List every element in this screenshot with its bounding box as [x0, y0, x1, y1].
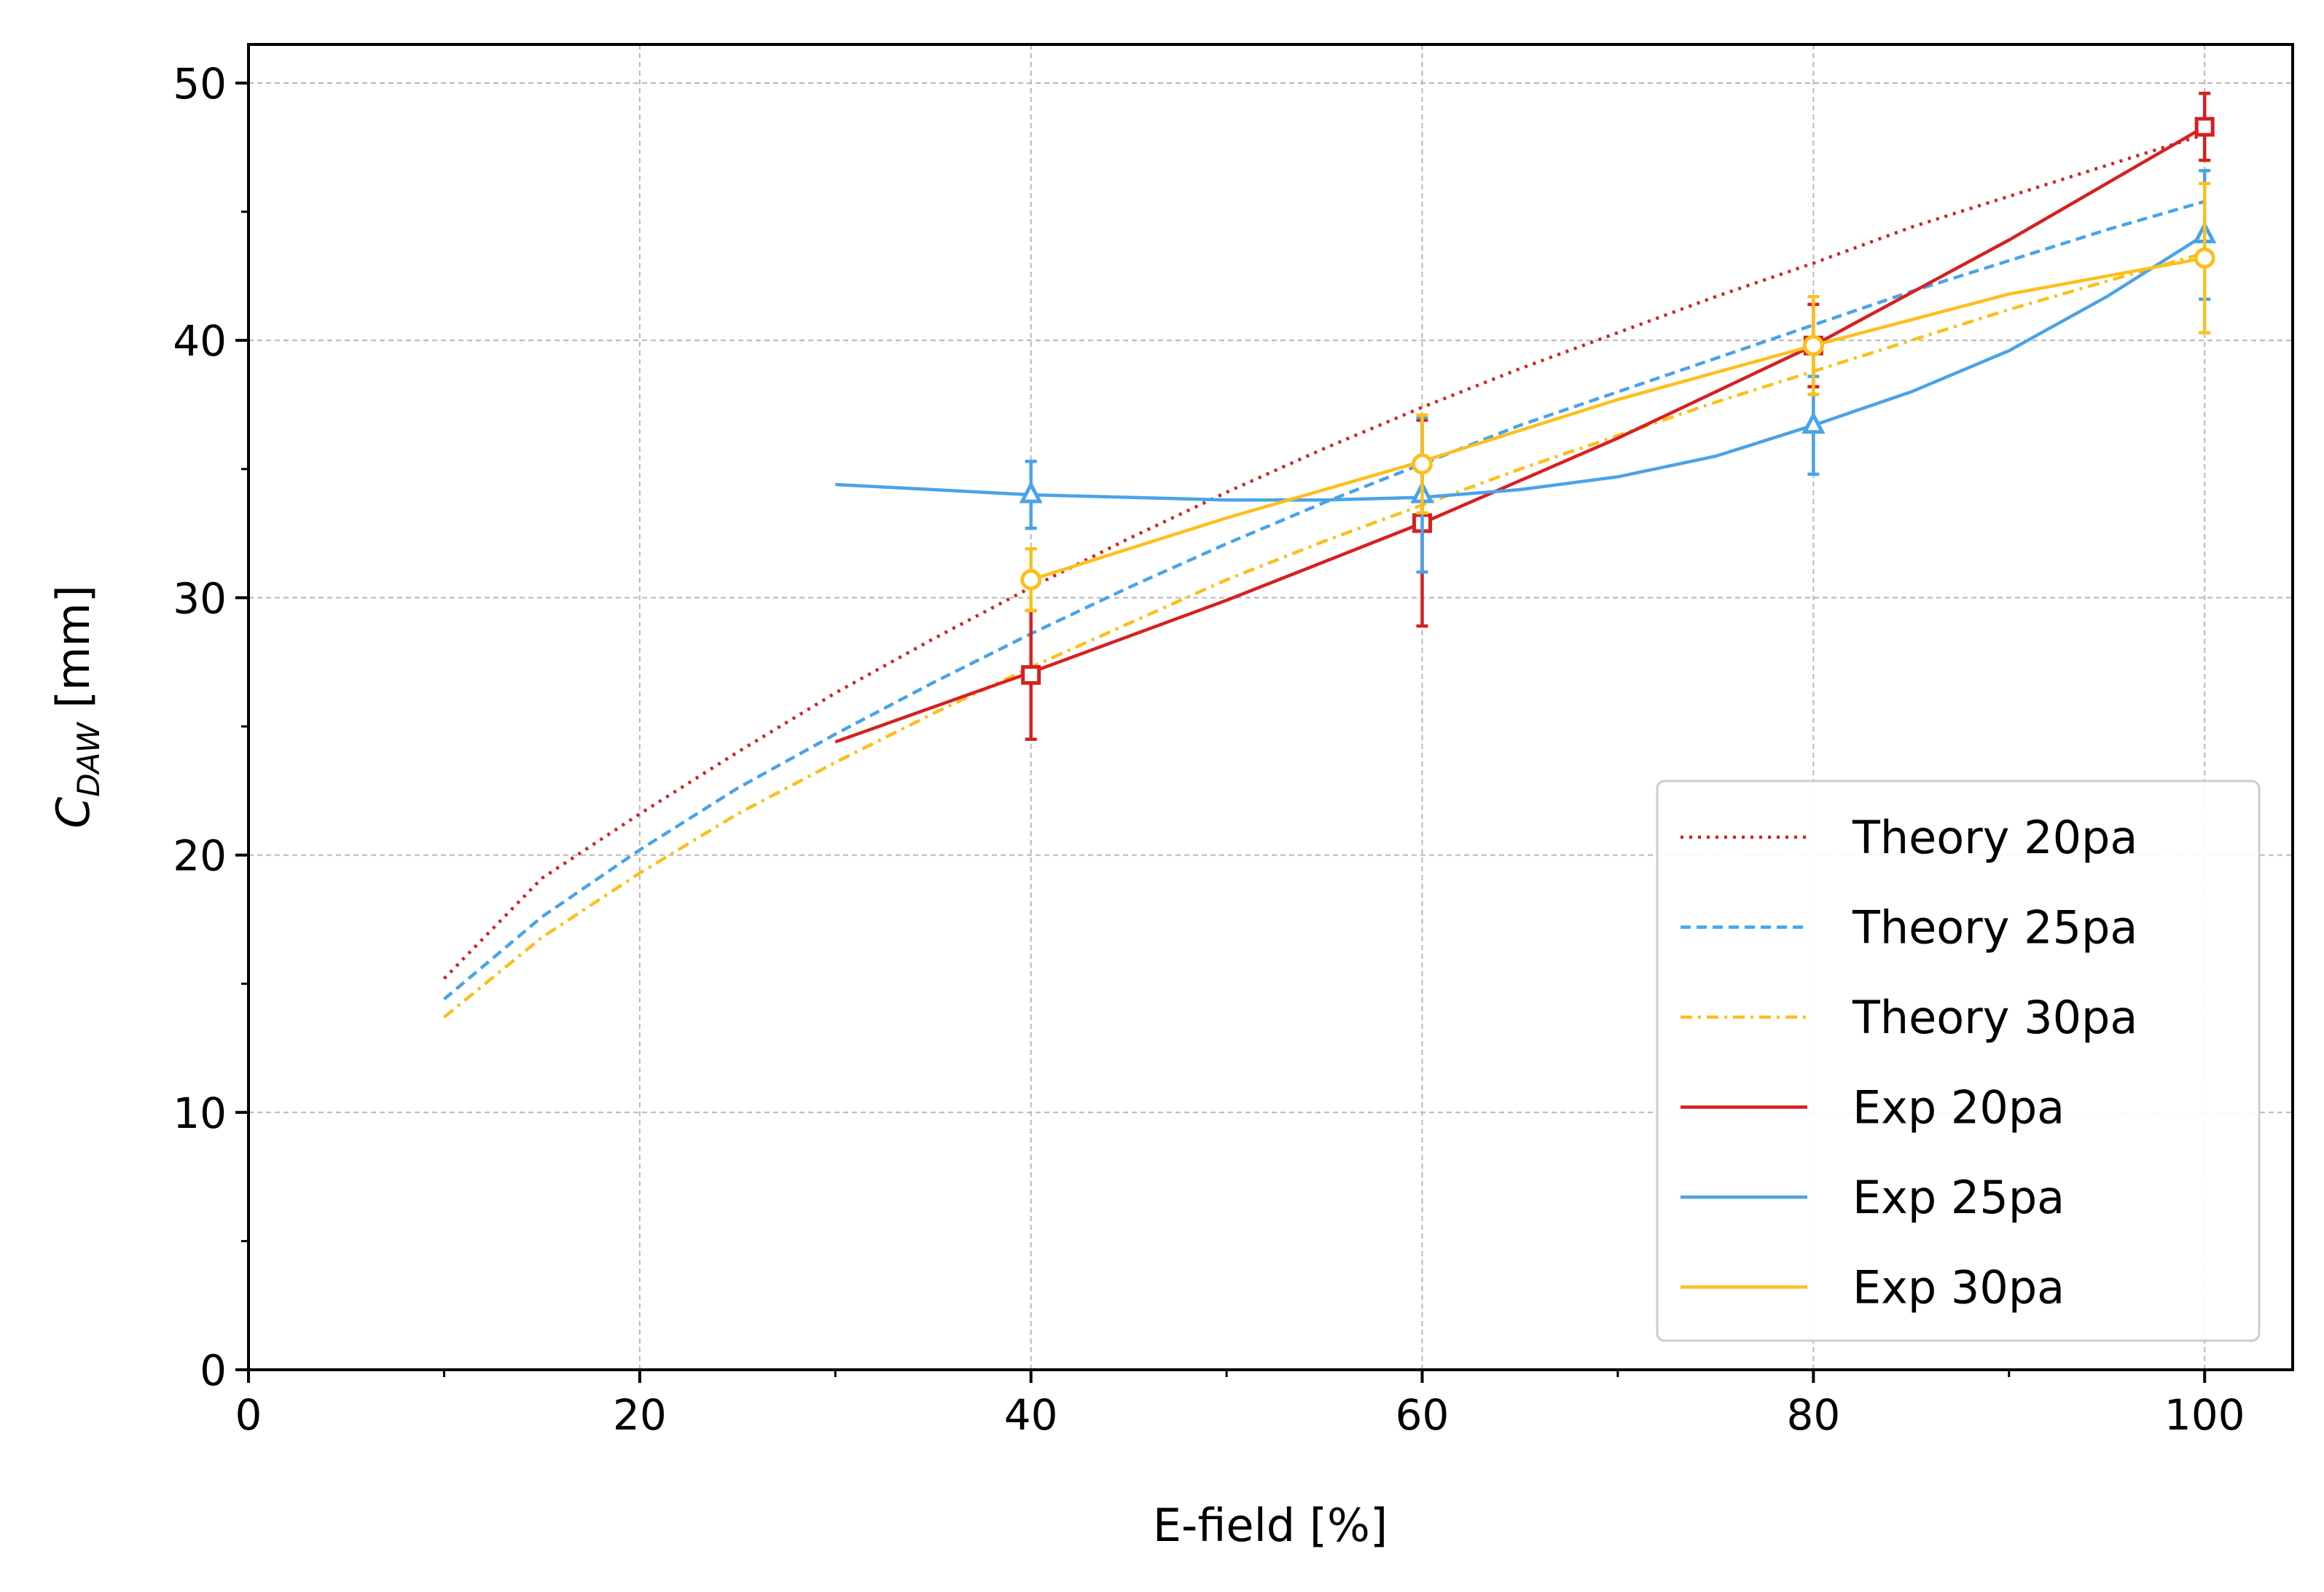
- y-axis-title-subscript: DAW: [71, 721, 106, 796]
- x-tick-label: 40: [1004, 1390, 1058, 1440]
- y-axis-title-unit: [mm]: [47, 585, 100, 723]
- x-tick-label: 60: [1396, 1390, 1449, 1440]
- y-tick-label: 20: [173, 831, 227, 881]
- x-tick-label: 0: [235, 1390, 262, 1440]
- x-tick-label: 20: [613, 1390, 667, 1440]
- legend-label: Theory 30pa: [1852, 991, 2137, 1044]
- data-point-circle: [1020, 569, 1042, 591]
- data-point-triangle: [1801, 411, 1826, 434]
- plot-frame: [247, 43, 2294, 1371]
- data-point-square: [2194, 117, 2215, 137]
- experiment-fit-line: [834, 125, 2206, 744]
- data-point-circle: [1802, 334, 1824, 356]
- x-tick-label: 100: [2164, 1390, 2245, 1440]
- legend-label: Theory 20pa: [1852, 811, 2137, 864]
- legend-label: Exp 30pa: [1852, 1261, 2065, 1314]
- theory-curve: [442, 251, 2205, 1019]
- x-tick-label: 80: [1786, 1390, 1840, 1440]
- y-tick-label: 10: [173, 1089, 227, 1138]
- experiment-fit-line: [835, 233, 2206, 502]
- legend-label: Exp 25pa: [1852, 1171, 2065, 1224]
- y-tick-label: 50: [173, 59, 227, 109]
- theory-curve: [442, 133, 2205, 980]
- data-point-triangle: [1019, 480, 1043, 503]
- y-axis-title-main: C: [47, 796, 100, 828]
- legend: Theory 20pa Theory 25pa Theory 30pa Exp 20p…: [1656, 780, 2261, 1342]
- y-tick-label: 0: [200, 1346, 227, 1395]
- legend-box: [1656, 780, 2261, 1342]
- y-tick-label: 30: [173, 573, 227, 623]
- data-point-circle: [2194, 247, 2215, 269]
- experiment-fit-line: [1030, 256, 2205, 581]
- data-point-square: [1021, 664, 1041, 685]
- legend-label: Exp 20pa: [1852, 1081, 2065, 1134]
- legend-label: Theory 25pa: [1852, 901, 2137, 954]
- ticks: 0 20 40 60 80 100 0 10 20 30 40 50: [173, 59, 2245, 1440]
- data-point-circle: [1412, 453, 1433, 475]
- x-axis-title: E-field [%]: [1153, 1499, 1388, 1552]
- plot-area: [442, 91, 2217, 1019]
- y-axis-title: CDAW [mm]: [47, 585, 106, 828]
- y-tick-label: 40: [173, 316, 227, 366]
